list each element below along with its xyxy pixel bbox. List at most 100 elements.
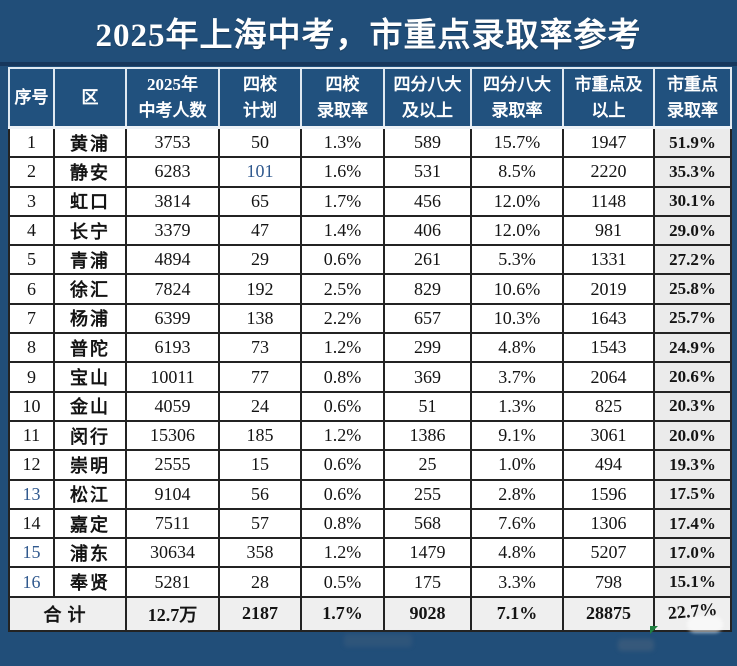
cell-key-above: 1947 <box>562 126 655 159</box>
cell-candidates: 9104 <box>125 478 220 510</box>
total-bada-rate: 7.1% <box>470 595 564 632</box>
cell-four-rate: 1.2% <box>300 332 385 364</box>
column-header-bada-above: 四分八大 及以上 <box>383 67 472 129</box>
cell-bada-rate: 12.0% <box>470 214 564 247</box>
cell-serial: 3 <box>8 185 55 217</box>
cell-candidates: 30634 <box>125 537 220 569</box>
column-header-candidates: 2025年 中考人数 <box>125 67 220 129</box>
cell-key-rate: 29.0% <box>653 214 732 247</box>
cell-four-plan: 28 <box>218 566 302 598</box>
cell-district: 杨浦 <box>53 302 127 335</box>
cell-four-rate: 1.4% <box>300 214 385 247</box>
cell-serial: 12 <box>8 449 55 481</box>
cell-serial: 11 <box>8 419 55 452</box>
cell-key-above: 1543 <box>562 332 655 364</box>
cell-four-rate: 1.2% <box>300 419 385 452</box>
table-row: 7 杨浦 6399 138 2.2% 657 10.3% 1643 25.7% <box>8 302 732 335</box>
column-header-four-plan: 四校 计划 <box>218 67 302 129</box>
column-header-district: 区 <box>53 67 127 129</box>
page-title: 2025年上海中考，市重点录取率参考 <box>95 18 642 54</box>
watermark-smudge-2 <box>344 634 412 647</box>
cell-four-plan: 73 <box>218 332 302 364</box>
cell-bada-rate: 4.8% <box>470 537 564 569</box>
cell-serial: 13 <box>8 478 55 510</box>
table-row: 5 青浦 4894 29 0.6% 261 5.3% 1331 27.2% <box>8 244 732 276</box>
cell-bada-rate: 1.3% <box>470 390 564 422</box>
cell-four-rate: 1.2% <box>300 537 385 569</box>
cell-four-plan: 192 <box>218 273 302 305</box>
cell-bada-above: 369 <box>383 361 472 393</box>
cell-district: 闵行 <box>53 419 127 452</box>
cell-four-rate: 0.6% <box>300 244 385 276</box>
cell-serial: 7 <box>8 302 55 335</box>
cell-four-plan: 57 <box>218 507 302 540</box>
table-row: 15 浦东 30634 358 1.2% 1479 4.8% 5207 17.0% <box>8 537 732 569</box>
cell-key-above: 798 <box>562 566 655 598</box>
cell-bada-rate: 5.3% <box>470 244 564 276</box>
cell-four-plan: 56 <box>218 478 302 510</box>
cell-key-rate: 27.2% <box>653 244 732 276</box>
cell-four-plan: 101 <box>218 156 302 188</box>
cell-serial: 15 <box>8 537 55 569</box>
cell-key-rate: 17.0% <box>653 537 732 569</box>
table-row: 12 崇明 2555 15 0.6% 25 1.0% 494 19.3% <box>8 449 732 481</box>
cell-bada-rate: 12.0% <box>470 185 564 217</box>
cell-key-above: 2064 <box>562 361 655 393</box>
column-header-key-rate: 市重点 录取率 <box>653 67 732 129</box>
total-bada-above: 9028 <box>383 595 472 632</box>
cell-bada-rate: 1.0% <box>470 449 564 481</box>
column-header-four-rate: 四校 录取率 <box>300 67 385 129</box>
table-row: 2 静安 6283 101 1.6% 531 8.5% 2220 35.3% <box>8 156 732 188</box>
cell-key-rate: 20.0% <box>653 419 732 452</box>
cell-district: 青浦 <box>53 244 127 276</box>
table-row: 1 黄浦 3753 50 1.3% 589 15.7% 1947 51.9% <box>8 126 732 159</box>
cell-bada-rate: 4.8% <box>470 332 564 364</box>
cell-serial: 14 <box>8 507 55 540</box>
cell-four-plan: 15 <box>218 449 302 481</box>
table-row: 10 金山 4059 24 0.6% 51 1.3% 825 20.3% <box>8 390 732 422</box>
cell-district: 长宁 <box>53 214 127 247</box>
table-row: 9 宝山 10011 77 0.8% 369 3.7% 2064 20.6% <box>8 361 732 393</box>
cell-candidates: 3379 <box>125 214 220 247</box>
cell-key-rate: 15.1% <box>653 566 732 598</box>
cell-candidates: 7824 <box>125 273 220 305</box>
cell-bada-rate: 8.5% <box>470 156 564 188</box>
cell-bada-rate: 2.8% <box>470 478 564 510</box>
cell-serial: 10 <box>8 390 55 422</box>
cell-four-rate: 0.6% <box>300 390 385 422</box>
cell-district: 崇明 <box>53 449 127 481</box>
cell-bada-rate: 15.7% <box>470 126 564 159</box>
table-row: 4 长宁 3379 47 1.4% 406 12.0% 981 29.0% <box>8 214 732 247</box>
cell-four-rate: 0.8% <box>300 361 385 393</box>
table-row: 11 闵行 15306 185 1.2% 1386 9.1% 3061 20.0% <box>8 419 732 452</box>
cell-serial: 4 <box>8 214 55 247</box>
cell-key-rate: 24.9% <box>653 332 732 364</box>
cell-key-rate: 30.1% <box>653 185 732 217</box>
cell-key-above: 1331 <box>562 244 655 276</box>
cell-bada-rate: 3.3% <box>470 566 564 598</box>
cell-four-rate: 0.6% <box>300 478 385 510</box>
total-key-above: 28875 <box>562 595 655 632</box>
admission-rate-table: 序号 区 2025年 中考人数 四校 计划 四校 录取率 四分八大 及以上 四分… <box>8 67 732 632</box>
table-body: 1 黄浦 3753 50 1.3% 589 15.7% 1947 51.9% 2 静安 6283 101… <box>8 126 732 598</box>
cell-bada-above: 261 <box>383 244 472 276</box>
cell-bada-above: 1479 <box>383 537 472 569</box>
cell-key-above: 2019 <box>562 273 655 305</box>
table-row: 14 嘉定 7511 57 0.8% 568 7.6% 1306 17.4% <box>8 507 732 540</box>
cell-candidates: 6283 <box>125 156 220 188</box>
cell-bada-above: 568 <box>383 507 472 540</box>
cell-bada-above: 829 <box>383 273 472 305</box>
cell-candidates: 15306 <box>125 419 220 452</box>
cell-district: 静安 <box>53 156 127 188</box>
cell-district: 宝山 <box>53 361 127 393</box>
cell-bada-above: 25 <box>383 449 472 481</box>
cell-bada-rate: 10.3% <box>470 302 564 335</box>
cell-four-rate: 2.2% <box>300 302 385 335</box>
cell-bada-above: 51 <box>383 390 472 422</box>
cell-four-rate: 1.7% <box>300 185 385 217</box>
cell-four-plan: 185 <box>218 419 302 452</box>
total-label: 合计 <box>8 595 127 632</box>
cell-serial: 5 <box>8 244 55 276</box>
cell-district: 徐汇 <box>53 273 127 305</box>
cell-key-rate: 17.5% <box>653 478 732 510</box>
